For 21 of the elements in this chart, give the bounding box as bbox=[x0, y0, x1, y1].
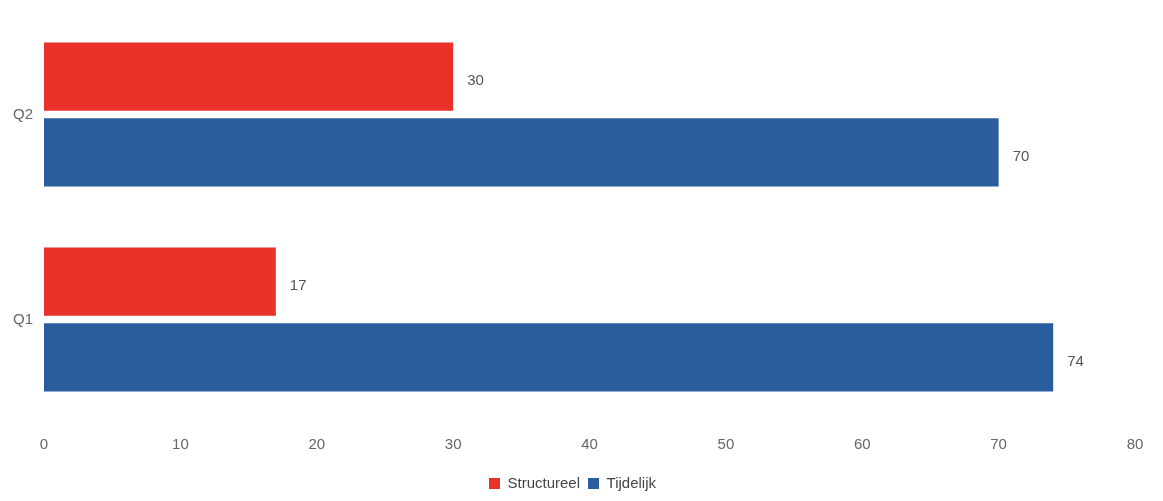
x-tick-label: 10 bbox=[172, 435, 189, 453]
bar bbox=[44, 42, 454, 111]
x-tick-label: 40 bbox=[581, 435, 598, 453]
bar bbox=[44, 118, 999, 187]
x-tick-label: 50 bbox=[717, 435, 735, 453]
bar bbox=[44, 247, 276, 316]
data-label: 30 bbox=[467, 70, 484, 88]
x-tick-label: 80 bbox=[1126, 435, 1144, 453]
data-label: 17 bbox=[289, 275, 307, 293]
x-tick-label: 20 bbox=[308, 435, 326, 453]
x-tick-label: 0 bbox=[39, 435, 49, 453]
x-tick-label: 70 bbox=[990, 435, 1007, 453]
x-tick-label: 30 bbox=[444, 435, 462, 453]
data-label: 74 bbox=[1067, 351, 1084, 369]
y-tick-label: Q2 bbox=[12, 104, 34, 122]
legend-label: Tijdelijk bbox=[606, 473, 657, 491]
data-label: 70 bbox=[1012, 146, 1030, 164]
y-tick-label: Q1 bbox=[12, 309, 34, 327]
legend-label: Structureel bbox=[507, 473, 581, 491]
x-tick-label: 60 bbox=[853, 435, 871, 453]
bar bbox=[44, 323, 1054, 392]
